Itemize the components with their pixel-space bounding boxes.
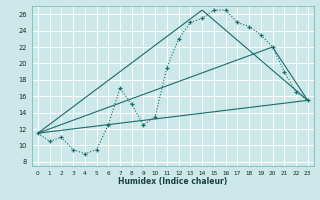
X-axis label: Humidex (Indice chaleur): Humidex (Indice chaleur) <box>118 177 228 186</box>
